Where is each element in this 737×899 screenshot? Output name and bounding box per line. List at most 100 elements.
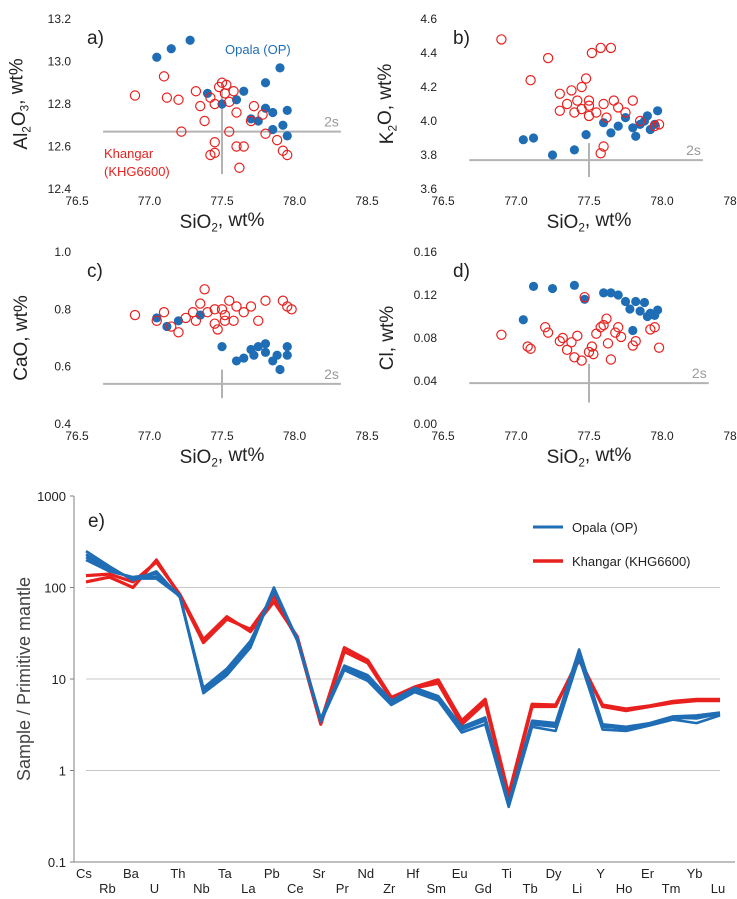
khangar-point (595, 322, 606, 333)
y-tick-label: 12.6 (48, 140, 72, 154)
x-tick-label: 77.5 (577, 429, 601, 443)
opala-point (569, 145, 580, 155)
khangar-point (257, 109, 268, 120)
khangar-point (613, 102, 624, 113)
opala-point (249, 350, 259, 360)
x-category-label: Lu (711, 881, 725, 896)
khangar-point (209, 137, 220, 148)
y-tick-label: 100 (44, 581, 66, 596)
khangar-point (566, 337, 577, 348)
khangar-point (158, 71, 170, 82)
khangar-point (569, 352, 580, 363)
y-tick-label: 0.08 (414, 331, 438, 345)
khangar-point (180, 312, 191, 324)
opala-point (268, 124, 278, 135)
x-tick-label: 76.5 (431, 429, 455, 443)
opala-point (253, 342, 263, 352)
x-tick-label: 78.0 (650, 194, 674, 208)
x-tick-label: 78.0 (283, 194, 307, 208)
opala-point (628, 325, 638, 336)
x-tick-label: 78.0 (283, 429, 307, 443)
panel-b-scatter: 76.5 77.0 77.5 78.0 78.5 3.6 3.8 4.0 4.2 4.4 4.6 Si… (375, 12, 737, 235)
x-category-label: Hf (406, 866, 419, 881)
opala-point (628, 123, 638, 133)
khangar-point (620, 107, 631, 118)
khangar-point (583, 110, 595, 122)
khangar-point (282, 149, 293, 161)
x-category-label: Y (596, 866, 605, 881)
opala-point (152, 52, 162, 62)
x-axis-label: SiO2, wt% (180, 210, 265, 235)
y-tick-label: 13.2 (48, 12, 72, 26)
legend-khangar-label-line2: (KHG6600) (104, 164, 170, 179)
khangar-point (595, 42, 606, 54)
x-category-label: Sr (312, 866, 326, 881)
khangar-point (173, 327, 184, 338)
y-tick-label: 0.6 (54, 360, 71, 374)
x-category-label: Sm (426, 881, 446, 896)
y-tick-label: 12.8 (48, 97, 72, 111)
x-category-label: Ta (218, 866, 233, 881)
khangar-point (253, 315, 264, 326)
khangar-point (209, 98, 220, 110)
opala-point (528, 133, 539, 143)
khangar-point (586, 47, 598, 59)
y-tick-label: 4.4 (420, 46, 437, 60)
x-category-label: Th (170, 866, 185, 881)
x-tick-label: 77.5 (210, 429, 234, 443)
khangar-point (602, 338, 614, 349)
khangar-point (212, 324, 223, 335)
y-tick-label: 1.0 (54, 245, 71, 259)
x-category-label: Cs (76, 866, 92, 881)
opala-point (599, 118, 609, 128)
x-tick-label: 77.5 (210, 194, 234, 208)
y-tick-label: 13.0 (48, 55, 72, 69)
khangar-point (576, 81, 587, 93)
khangar-point (542, 52, 554, 64)
khangar-point (166, 321, 177, 332)
khangar-point (228, 86, 239, 97)
khangar-point (234, 162, 245, 173)
opala-series-line (85, 553, 721, 807)
khangar-point (219, 315, 231, 326)
khangar-point (653, 119, 665, 130)
khangar-point (199, 115, 210, 127)
x-category-label: Tm (662, 881, 681, 896)
opala-point (625, 304, 635, 314)
opala-point (569, 280, 580, 290)
khangar-point (627, 95, 639, 106)
khangar-point (224, 295, 235, 306)
khangar-point (576, 355, 587, 366)
opala-point (518, 135, 528, 145)
y-axis-label: Sample / Primitive mantle (14, 577, 34, 781)
legend-khangar-label: Khangar (KHG6600) (572, 554, 691, 569)
y-tick-label: 4.6 (420, 12, 437, 26)
legend-opala-label: Opala (OP) (225, 42, 291, 57)
khangar-point (601, 112, 612, 123)
x-category-label: Dy (546, 866, 562, 881)
y-tick-label: 1000 (37, 489, 66, 504)
khangar-point (202, 307, 213, 318)
khangar-point (588, 348, 599, 360)
khangar-point (158, 307, 170, 318)
x-category-label: Rb (99, 881, 116, 896)
y-tick-label: 0.04 (414, 374, 438, 388)
x-tick-label: 76.5 (431, 194, 455, 208)
opala-point (653, 106, 663, 116)
khangar-point (649, 120, 660, 132)
x-tick-label: 77.5 (577, 194, 601, 208)
khangar-point (205, 149, 216, 161)
opala-point (239, 353, 249, 363)
opala-point (606, 128, 616, 138)
opala-point (272, 350, 282, 360)
legend-khangar-label: Khangar (104, 146, 154, 161)
opala-point (631, 296, 641, 307)
x-category-label: Eu (452, 866, 468, 881)
khangar-series-line (85, 560, 720, 796)
x-tick-label: 78.5 (355, 194, 379, 208)
khangar-point (231, 141, 242, 152)
opala-point (635, 306, 645, 316)
khangar-point (224, 96, 235, 108)
khangar-point (209, 318, 220, 329)
